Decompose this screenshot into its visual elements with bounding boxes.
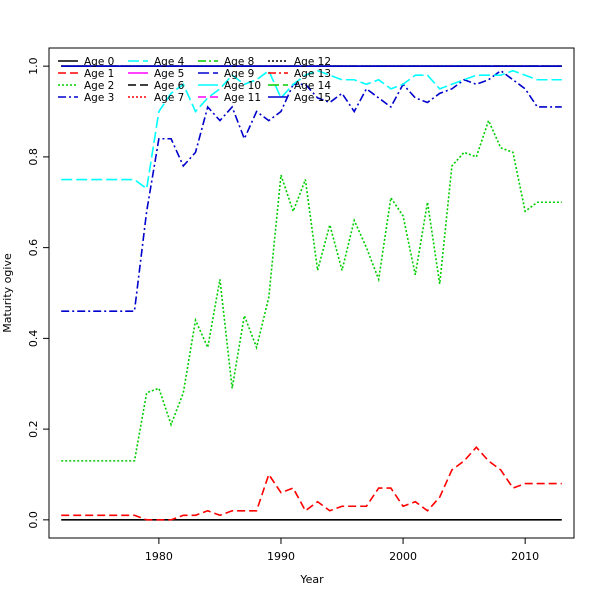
- legend-label: Age 3: [84, 92, 114, 104]
- legend-item-age-8: Age 8: [198, 56, 254, 68]
- legend-label: Age 4: [154, 56, 185, 68]
- legend-item-age-13: Age 13: [268, 68, 331, 80]
- y-tick-label: 1.0: [27, 57, 40, 75]
- x-tick-label: 2010: [511, 550, 539, 563]
- series-line-age-3: [61, 69, 562, 312]
- x-axis: 1980 1990 2000 2010: [145, 538, 539, 563]
- legend-item-age-15: Age 15: [268, 92, 331, 104]
- x-tick-label: 2000: [389, 550, 417, 563]
- legend-item-age-14: Age 14: [268, 80, 331, 92]
- legend-item-age-4: Age 4: [128, 56, 185, 68]
- legend-item-age-10: Age 10: [198, 80, 261, 92]
- y-tick-label: 0.8: [27, 148, 40, 166]
- legend-item-age-11: Age 11: [198, 92, 261, 104]
- legend-item-age-1: Age 1: [58, 68, 114, 80]
- legend-item-age-5: Age 5: [128, 68, 184, 80]
- series-lines: [61, 65, 562, 521]
- legend-label: Age 8: [224, 56, 254, 68]
- legend-label: Age 2: [84, 80, 114, 92]
- x-axis-title: Year: [299, 573, 324, 586]
- legend-label: Age 6: [154, 80, 185, 92]
- x-tick-label: 1990: [267, 550, 295, 563]
- legend-item-age-0: Age 0: [58, 56, 114, 68]
- series-line-age-4: [61, 69, 562, 191]
- legend-item-age-3: Age 3: [58, 92, 114, 104]
- legend-label: Age 5: [154, 68, 184, 80]
- y-tick-label: 0.2: [27, 420, 40, 438]
- legend-label: Age 1: [84, 68, 114, 80]
- legend-label: Age 9: [224, 68, 254, 80]
- legend-label: Age 13: [294, 68, 331, 80]
- legend-label: Age 10: [224, 80, 261, 92]
- series-line-age-2: [61, 118, 562, 462]
- legend-item-age-12: Age 12: [268, 56, 331, 68]
- legend-label: Age 12: [294, 56, 331, 68]
- legend-label: Age 11: [224, 92, 261, 104]
- plot-frame: [48, 47, 575, 539]
- y-axis: 0.0 0.2 0.4 0.6 0.8 1.0: [27, 57, 49, 529]
- y-axis-title: Maturity ogive: [1, 253, 14, 333]
- y-tick-label: 0.4: [27, 330, 40, 348]
- y-tick-label: 0.6: [27, 239, 40, 257]
- legend-item-age-2: Age 2: [58, 80, 114, 92]
- x-tick-label: 1980: [145, 550, 173, 563]
- legend-item-age-7: Age 7: [128, 92, 184, 104]
- legend-label: Age 14: [294, 80, 331, 92]
- legend-label: Age 7: [154, 92, 184, 104]
- legend-item-age-9: Age 9: [198, 68, 254, 80]
- y-tick-label: 0.0: [27, 511, 40, 529]
- legend-item-age-6: Age 6: [128, 80, 185, 92]
- legend-label: Age 15: [294, 92, 331, 104]
- legend-label: Age 0: [84, 56, 114, 68]
- series-line-age-1: [61, 446, 562, 521]
